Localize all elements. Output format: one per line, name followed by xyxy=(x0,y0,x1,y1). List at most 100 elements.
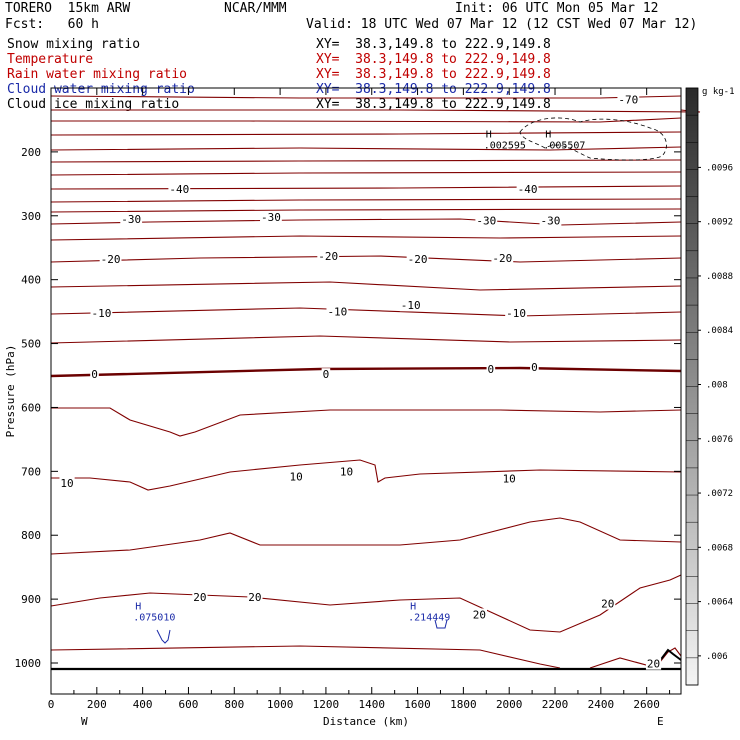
y-tick-label: 500 xyxy=(21,338,41,351)
max-value-label: .214449 xyxy=(408,613,450,624)
contour-label-bg xyxy=(516,182,539,195)
contour-label-bg xyxy=(530,361,539,374)
contour-label: 10 xyxy=(290,470,303,483)
field-temperature: Temperature xyxy=(7,52,94,67)
contour-label: 20 xyxy=(647,658,660,671)
x-axis-title: Distance (km) xyxy=(323,715,409,728)
max-value-label: .075010 xyxy=(133,613,175,624)
contour-label-bg xyxy=(645,657,662,670)
x-tick-label: 800 xyxy=(224,698,244,711)
isotherm-line xyxy=(50,131,682,136)
isotherm-line xyxy=(50,235,682,241)
isotherm-line xyxy=(50,307,682,317)
colorbar-label: .0076 xyxy=(706,435,733,445)
contour-label: -40 xyxy=(518,183,538,196)
contour-label-bg xyxy=(471,608,488,621)
contour-label: -20 xyxy=(318,250,338,263)
colorbar-unit: g kg-1 xyxy=(702,87,735,97)
max-marker: H xyxy=(135,602,141,613)
contour-label-bg xyxy=(475,214,498,227)
x-tick-label: 600 xyxy=(179,698,199,711)
contour-label-bg xyxy=(247,591,263,604)
contour-label: 20 xyxy=(601,598,614,611)
east-label: E xyxy=(657,715,664,728)
contour-label-bg xyxy=(491,251,514,264)
field-snow: Snow mixing ratio xyxy=(7,37,141,52)
isotherm-line xyxy=(51,459,682,491)
contour-label: 20 xyxy=(473,608,486,621)
contour-label-bg xyxy=(486,363,496,376)
isotherm-line xyxy=(51,407,682,437)
contour-label-bg xyxy=(338,465,355,478)
contour-label-bg xyxy=(406,253,429,266)
contour-label-bg xyxy=(505,306,527,319)
xy-rain: XY= 38.3,149.8 to 222.9,149.8 xyxy=(316,67,551,82)
contour-label: 0 xyxy=(323,368,330,381)
contour-label: 10 xyxy=(340,465,353,478)
contour-label: -20 xyxy=(492,252,512,265)
isotherm-line xyxy=(51,117,682,123)
isotherm-line xyxy=(50,255,682,263)
x-tick-label: 1600 xyxy=(404,698,431,711)
x-tick-label: 1400 xyxy=(358,698,385,711)
contour-label-bg xyxy=(501,472,517,485)
field-cloud-water: Cloud water mixing ratio xyxy=(7,82,195,97)
contour-label: 0 xyxy=(531,361,538,374)
isotherm-line xyxy=(50,281,682,291)
max-value-label: .005507 xyxy=(543,140,585,151)
center-label: NCAR/MMM xyxy=(224,1,287,16)
contour-label: 0 xyxy=(488,363,495,376)
colorbar-label: .008 xyxy=(706,381,728,391)
x-tick-label: 1800 xyxy=(450,698,477,711)
contour-label: -40 xyxy=(169,183,189,196)
y-tick-label: 800 xyxy=(21,529,41,542)
init-time: Init: 06 UTC Mon 05 Mar 12 xyxy=(455,1,659,16)
west-label: W xyxy=(81,715,88,728)
colorbar-label: .0092 xyxy=(706,218,733,228)
contour-label: -10 xyxy=(91,307,111,320)
contour-label: -30 xyxy=(261,211,281,224)
y-tick-label: 300 xyxy=(21,210,41,223)
field-cloud-ice: Cloud ice mixing ratio xyxy=(7,97,180,112)
isotherm-line xyxy=(50,645,561,669)
xy-cloud-ice: XY= 38.3,149.8 to 222.9,149.8 xyxy=(316,97,551,112)
contour-label-bg xyxy=(617,93,640,106)
cloud-water-contour xyxy=(156,629,171,644)
colorbar-label: .006 xyxy=(706,652,728,662)
contour-label: 10 xyxy=(60,477,73,490)
model-title: TORERO 15km ARW xyxy=(5,1,131,16)
y-tick-label: 700 xyxy=(21,465,41,478)
colorbar-label: .0068 xyxy=(706,543,733,553)
colorbar-label: .0072 xyxy=(706,489,733,499)
isotherm-line xyxy=(50,366,682,378)
xy-temperature: XY= 38.3,149.8 to 222.9,149.8 xyxy=(316,52,551,67)
max-marker: H xyxy=(545,129,551,140)
contour-label-bg xyxy=(260,211,282,224)
contour-label: -30 xyxy=(541,214,561,227)
contour-label: 10 xyxy=(503,472,516,485)
contour-label-bg xyxy=(90,368,99,381)
colorbar-label: .0088 xyxy=(706,272,733,282)
isotherm-line xyxy=(50,95,682,99)
contour-label: 0 xyxy=(91,368,98,381)
contour-label: -20 xyxy=(101,253,121,266)
x-tick-label: 1200 xyxy=(313,698,340,711)
contour-label: -30 xyxy=(476,214,496,227)
field-rain: Rain water mixing ratio xyxy=(7,67,188,82)
x-tick-label: 1000 xyxy=(267,698,294,711)
contour-label: -20 xyxy=(408,253,428,266)
contour-label: -10 xyxy=(401,299,421,312)
contour-label-bg xyxy=(192,591,208,604)
contour-label: -10 xyxy=(327,306,347,319)
cloud-ice-contour xyxy=(519,117,667,161)
isotherm-line xyxy=(50,146,682,151)
contour-label-bg xyxy=(99,253,122,266)
x-tick-label: 2400 xyxy=(588,698,615,711)
x-tick-label: 2000 xyxy=(496,698,523,711)
isotherm-line xyxy=(50,185,682,190)
y-tick-label: 900 xyxy=(21,593,41,606)
y-tick-label: 400 xyxy=(21,274,41,287)
contour-label: -30 xyxy=(121,213,141,226)
contour-label-bg xyxy=(90,306,113,319)
